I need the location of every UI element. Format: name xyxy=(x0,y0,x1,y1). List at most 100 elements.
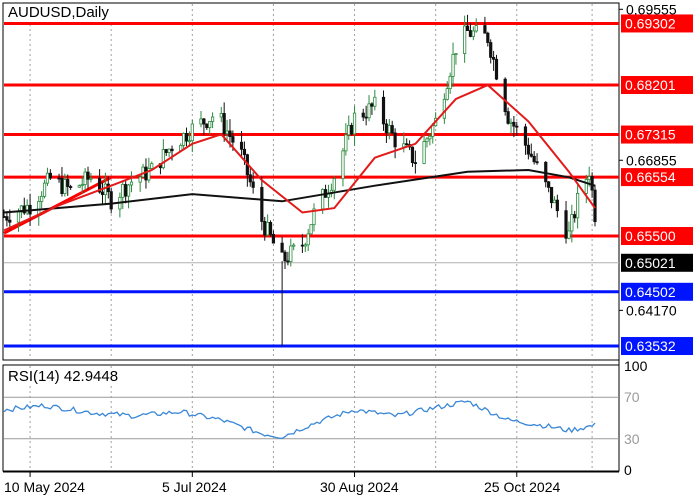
candle-body xyxy=(486,32,490,43)
candle-body xyxy=(219,113,223,118)
candle-body xyxy=(552,199,557,204)
resistance-label: 0.67315 xyxy=(625,127,676,143)
candle-body xyxy=(584,179,588,194)
candle-body xyxy=(590,176,594,191)
candle-body xyxy=(271,233,276,244)
candle-body xyxy=(312,208,316,226)
candle-body xyxy=(170,148,174,152)
candle-body xyxy=(570,214,574,232)
candle-body xyxy=(80,184,84,187)
candle-body xyxy=(83,171,87,185)
candle-body xyxy=(286,260,290,263)
resistance-label-bg xyxy=(621,125,693,144)
candle-body xyxy=(289,245,293,263)
candle-body xyxy=(526,144,530,155)
candle-body xyxy=(465,25,470,31)
candle-body xyxy=(16,211,21,223)
candle-body xyxy=(309,224,313,235)
candle-body xyxy=(428,135,432,140)
support-label: 0.64502 xyxy=(625,284,676,300)
candle-body xyxy=(42,182,47,197)
candle-body xyxy=(529,153,533,157)
ma-fast-line xyxy=(3,83,596,232)
candle-body xyxy=(202,118,206,125)
candle-body xyxy=(549,186,554,204)
candle-body xyxy=(109,191,113,210)
candle-body xyxy=(512,121,516,127)
candle-body xyxy=(494,58,499,80)
price-tick-label: 0.66855 xyxy=(626,152,677,168)
candle-body xyxy=(147,168,151,181)
candle-body xyxy=(100,191,105,195)
candle-body xyxy=(138,176,142,183)
candle-body xyxy=(222,113,226,135)
candle-body xyxy=(564,210,568,239)
candle-body xyxy=(387,125,391,134)
resistance-label-bg xyxy=(621,14,693,33)
resistance-label-bg xyxy=(621,76,693,95)
rsi-tick-label: 70 xyxy=(624,389,640,405)
candle-body xyxy=(37,201,41,215)
candle-body xyxy=(370,103,374,107)
axis-labels: 0.69555 0.66855 0.64170 0.69302 0.68201 0.673… xyxy=(4,1,693,495)
candle-body xyxy=(321,189,325,210)
candle-body xyxy=(208,121,212,129)
candle-body xyxy=(63,179,67,194)
rsi-tick-label: 100 xyxy=(624,358,648,374)
candle-body xyxy=(364,116,368,119)
candle-body xyxy=(303,244,307,247)
candle-body xyxy=(515,125,519,128)
candle-body xyxy=(547,181,551,188)
candle-body xyxy=(361,112,365,118)
candle-body xyxy=(228,130,232,137)
candle-body xyxy=(263,221,267,236)
candle-body xyxy=(121,184,125,198)
candle-body xyxy=(474,25,478,32)
candle-body xyxy=(66,179,70,187)
candle-body xyxy=(381,96,386,125)
candle-body xyxy=(492,56,496,60)
grid-layer xyxy=(29,4,593,470)
candle-body xyxy=(182,133,186,146)
candle-body xyxy=(448,75,452,90)
candle-body xyxy=(239,141,244,150)
candle-body xyxy=(2,216,6,218)
candle-body xyxy=(8,219,12,223)
candle-body xyxy=(442,98,446,119)
candle-body xyxy=(60,178,64,194)
candle-body xyxy=(483,25,487,34)
candle-body xyxy=(573,214,577,219)
candle-body xyxy=(402,143,406,148)
candle-body xyxy=(393,132,397,148)
candle-body xyxy=(347,124,351,136)
date-tick-label: 25 Oct 2024 xyxy=(484,479,560,495)
ma-slow-line xyxy=(3,168,596,214)
candle-body xyxy=(532,155,536,163)
date-tick-label: 5 Jul 2024 xyxy=(162,479,227,495)
candle-body xyxy=(468,30,473,37)
candle-body xyxy=(306,233,310,246)
candle-body xyxy=(373,96,377,107)
candle-body xyxy=(187,140,192,143)
resistance-label: 0.65500 xyxy=(625,228,676,244)
candle-body xyxy=(57,177,61,180)
date-tick-label: 10 May 2024 xyxy=(4,479,85,495)
candle-body xyxy=(422,141,426,164)
candle-body xyxy=(405,143,409,146)
resistance-label: 0.69302 xyxy=(625,15,676,31)
candle-body xyxy=(205,123,209,129)
current-price-label: 0.65021 xyxy=(625,255,676,271)
candle-body xyxy=(523,126,528,146)
candle-body xyxy=(190,123,194,142)
candle-body xyxy=(48,172,52,179)
candle-body xyxy=(506,111,510,124)
current-price-label-bg xyxy=(621,253,693,272)
price-tick-label: 0.64170 xyxy=(626,302,677,318)
rsi-tick-label: 30 xyxy=(624,431,640,447)
candle-body xyxy=(22,205,26,214)
candle-body xyxy=(344,134,348,152)
candle-body xyxy=(242,148,247,156)
candles xyxy=(2,14,597,347)
candle-body xyxy=(587,176,591,180)
